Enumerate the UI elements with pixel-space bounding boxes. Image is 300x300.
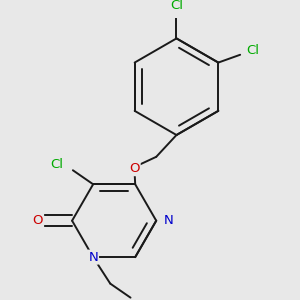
Text: O: O [33,214,43,227]
Text: O: O [129,162,140,175]
Text: Cl: Cl [246,44,259,57]
Text: N: N [88,250,98,264]
Text: Cl: Cl [170,0,183,12]
Text: Cl: Cl [50,158,64,170]
Text: N: N [164,214,174,227]
